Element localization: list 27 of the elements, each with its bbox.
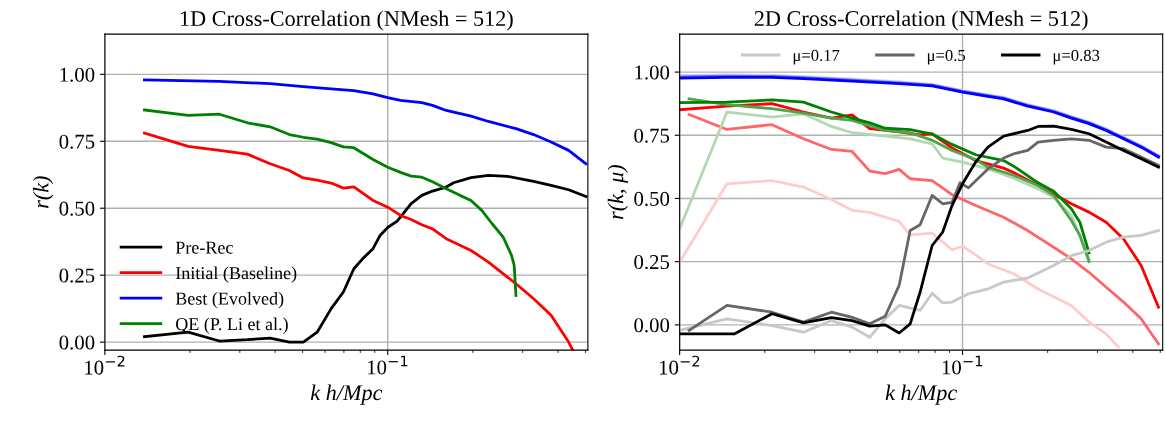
- chart-title: 2D Cross-Correlation (NMesh = 512): [754, 10, 1088, 31]
- x-tick-label: 10$^{−1}$: [942, 355, 983, 375]
- legend-label: QE (P. Li et al.): [176, 317, 288, 334]
- y-tick-label: 0.75: [59, 134, 95, 149]
- x-tick-label: 10$^{−2}$: [85, 355, 125, 375]
- y-tick-label: 0.00: [634, 318, 670, 333]
- y-tick-label: 0.00: [59, 335, 95, 350]
- legend-label: Best (Evolved): [175, 292, 284, 309]
- legend-label: μ=0.17: [793, 49, 840, 65]
- legend-label: Initial (Baseline): [175, 266, 297, 283]
- legend-label: μ=0.83: [1053, 49, 1100, 65]
- y-tick-label: 0.50: [634, 191, 670, 206]
- y-axis-title: r(k, μ): [607, 165, 628, 220]
- y-tick-label: 0.25: [59, 268, 95, 283]
- chart-title: 1D Cross-Correlation (NMesh = 512): [180, 10, 513, 31]
- x-axis-title: k h/Mpc: [885, 384, 958, 405]
- y-axis-title: r(k): [32, 176, 54, 208]
- legend-label: Pre-Rec: [175, 241, 233, 254]
- y-tick-label: 1.00: [635, 65, 670, 80]
- x-axis-title: k h/Mpc: [310, 384, 383, 405]
- y-tick-label: 0.50: [59, 201, 95, 216]
- y-tick-label: 0.75: [634, 128, 670, 143]
- x-tick-label: 10$^{−1}$: [367, 355, 408, 375]
- legend-label: μ=0.5: [927, 49, 966, 65]
- y-tick-label: 0.25: [634, 255, 670, 270]
- x-tick-label: 10$^{−2}$: [659, 355, 700, 375]
- y-tick-label: 1.00: [60, 67, 95, 82]
